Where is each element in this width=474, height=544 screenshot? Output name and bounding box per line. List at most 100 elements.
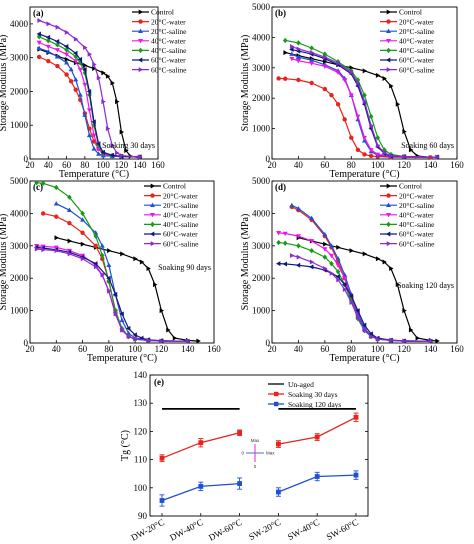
data-point (93, 233, 99, 239)
y-tick-label: 4000 (10, 208, 29, 218)
legend-label: 60°C-saline (399, 65, 435, 74)
y-tick-label: 2000 (252, 93, 271, 103)
legend-marker (386, 183, 392, 189)
plot-frame (29, 180, 215, 344)
data-point (40, 211, 46, 216)
data-point (185, 338, 191, 344)
inset-label-right: Max (266, 451, 275, 456)
data-point (309, 247, 314, 254)
data-point (67, 220, 72, 226)
x-axis-title: Temperature (°C) (329, 353, 399, 364)
data-point (382, 75, 387, 81)
y-tick-label: 100 (134, 483, 148, 493)
data-point (329, 92, 334, 98)
data-point (237, 481, 242, 486)
data-point (45, 44, 51, 50)
data-point (329, 260, 334, 267)
x-tick-label: 120 (397, 160, 411, 170)
data-point (120, 251, 125, 257)
data-point (93, 261, 98, 267)
legend-label: 20°C-saline (399, 27, 435, 36)
data-point (353, 414, 359, 420)
legend-marker (385, 57, 391, 63)
data-point (323, 59, 328, 65)
data-point (109, 152, 115, 158)
legend-label: Soaking 30 days (288, 390, 338, 399)
data-point (342, 287, 348, 293)
data-point (139, 259, 145, 265)
data-point (335, 274, 340, 280)
data-point (342, 117, 347, 122)
data-point (282, 37, 288, 44)
data-point (314, 474, 320, 479)
legend: Control20°C-water20°C-saline40°C-water40… (380, 182, 435, 248)
data-point (105, 73, 111, 79)
legend-label: 60°C-saline (163, 239, 199, 248)
x-tick-label: 160 (151, 160, 165, 170)
modulus-panel-b: 20 40 60 80 100 120 140 160 0 1000 2000 3000 4000 500… (240, 2, 464, 180)
data-point (91, 119, 96, 125)
data-point (34, 246, 40, 252)
data-point (295, 54, 301, 59)
legend-label: Control (151, 8, 174, 17)
x-tick-label: DW-20°C (129, 517, 166, 543)
data-point (362, 327, 368, 333)
x-tick-label: 80 (347, 160, 357, 170)
data-point (124, 148, 129, 154)
data-point (309, 61, 315, 66)
data-point (96, 75, 102, 81)
data-point (295, 59, 301, 64)
data-point (73, 87, 78, 92)
data-point (146, 265, 151, 271)
data-point (342, 276, 348, 281)
data-point (86, 88, 92, 94)
data-point (77, 67, 83, 73)
y-tick-label: 140 (134, 370, 148, 380)
data-point (86, 132, 92, 138)
legend-label: 60°C-saline (151, 65, 187, 74)
y-tick-label: 2000 (10, 273, 29, 283)
data-point (342, 282, 347, 288)
data-point (64, 72, 69, 77)
data-point (296, 243, 301, 249)
data-point (309, 259, 315, 265)
x-tick-label: 20 (26, 344, 36, 354)
plot-frame (29, 6, 159, 160)
data-point (395, 282, 401, 288)
data-point (159, 338, 165, 344)
data-point (37, 18, 42, 24)
data-point (309, 45, 314, 51)
x-tick-label: 60 (320, 160, 330, 170)
inset-label-top: Max (251, 438, 260, 443)
legend-marker (150, 241, 156, 247)
data-point (276, 441, 281, 447)
x-tick-label: DW-40°C (168, 517, 205, 543)
data-point (348, 68, 354, 74)
data-point (82, 66, 87, 72)
data-point (93, 264, 99, 270)
x-tick-label: 160 (207, 344, 221, 354)
legend-label: 20°C-water (399, 17, 434, 26)
data-point (198, 440, 204, 446)
data-point (368, 153, 374, 159)
legend: Control20°C-water20°C-saline40°C-water40… (380, 8, 435, 74)
legend-label: 40°C-saline (163, 220, 199, 229)
data-point (283, 76, 288, 81)
data-point (166, 327, 171, 333)
data-point (45, 34, 51, 40)
data-point (80, 230, 85, 236)
x-tick-label: 60 (320, 344, 330, 354)
data-point (64, 47, 69, 53)
data-point (353, 472, 359, 478)
data-point (107, 288, 112, 294)
data-point (362, 135, 367, 141)
data-point (335, 70, 341, 75)
data-point (296, 40, 301, 46)
data-point (198, 483, 204, 489)
series-60c-saline (290, 44, 440, 160)
legend-marker (385, 231, 391, 237)
y-tick-label: 1000 (10, 120, 29, 130)
